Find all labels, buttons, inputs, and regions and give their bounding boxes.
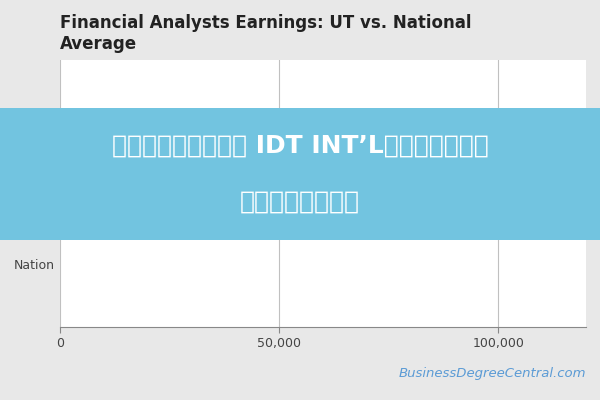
Text: Financial Analysts Earnings: UT vs. National
Average: Financial Analysts Earnings: UT vs. Nati… bbox=[60, 14, 471, 53]
Text: 股票杠杆在哪里申请 IDT INT’L：复牌申请仍在: 股票杠杆在哪里申请 IDT INT’L：复牌申请仍在 bbox=[112, 134, 488, 158]
Text: BusinessDegreeCentral.com: BusinessDegreeCentral.com bbox=[398, 367, 586, 380]
Text: 受联交所审阅处理: 受联交所审阅处理 bbox=[240, 190, 360, 214]
Bar bbox=[60, 140, 358, 193]
